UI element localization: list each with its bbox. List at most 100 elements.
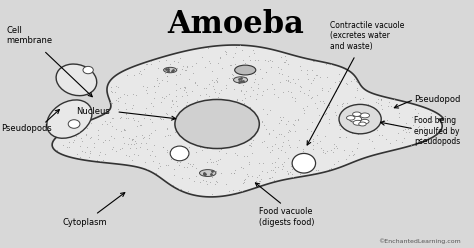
Point <box>163 127 171 131</box>
Point <box>129 137 137 141</box>
Point <box>258 76 265 80</box>
Point <box>175 187 183 191</box>
Point <box>231 151 239 155</box>
Point <box>283 123 290 126</box>
Point <box>132 93 139 97</box>
Point <box>107 89 114 93</box>
Point <box>289 77 296 81</box>
Point <box>214 158 222 162</box>
Point <box>328 166 335 170</box>
Point <box>239 128 247 132</box>
Point <box>65 140 73 144</box>
Point <box>323 75 330 79</box>
Point <box>272 170 279 174</box>
Point <box>96 159 103 163</box>
Point <box>318 86 325 90</box>
Point <box>124 116 132 120</box>
Point <box>277 118 284 122</box>
Point <box>251 128 258 132</box>
Point <box>259 93 266 97</box>
Point <box>237 106 245 110</box>
Point <box>309 139 317 143</box>
Point <box>137 123 144 127</box>
Ellipse shape <box>170 146 189 161</box>
Point <box>237 165 245 169</box>
Point <box>394 131 402 135</box>
Point <box>340 148 347 152</box>
Ellipse shape <box>339 104 381 134</box>
Point <box>263 112 271 116</box>
Point <box>189 162 197 166</box>
Point <box>200 86 208 90</box>
Point <box>231 52 239 56</box>
Point <box>189 133 197 137</box>
Point <box>230 133 238 137</box>
Point <box>75 130 82 134</box>
Point <box>334 85 341 89</box>
Point <box>241 61 248 65</box>
Point <box>180 164 188 168</box>
Point <box>240 155 247 158</box>
Point <box>255 86 262 90</box>
Point <box>180 85 188 89</box>
Point <box>272 135 280 139</box>
Point <box>121 128 129 132</box>
Point <box>364 102 372 106</box>
Point <box>112 98 119 102</box>
Point <box>128 158 136 162</box>
Point <box>176 86 184 90</box>
Point <box>208 108 215 112</box>
Point <box>175 163 182 167</box>
Point <box>297 85 305 89</box>
Point <box>268 168 275 172</box>
Point <box>137 123 145 127</box>
Point <box>97 150 104 154</box>
Point <box>53 148 61 152</box>
Point <box>116 116 123 120</box>
Point <box>87 149 94 153</box>
Point <box>87 121 94 125</box>
Text: Contractile vacuole
(excretes water
and waste): Contractile vacuole (excretes water and … <box>329 21 404 51</box>
Point <box>291 99 299 103</box>
Point <box>200 103 207 107</box>
Point <box>185 145 192 149</box>
Point <box>275 71 283 75</box>
Point <box>120 93 128 96</box>
Point <box>260 123 268 127</box>
Point <box>325 167 333 171</box>
Point <box>296 64 304 68</box>
Point <box>170 167 177 171</box>
Point <box>252 126 259 130</box>
Point <box>266 150 273 154</box>
Point <box>174 60 182 64</box>
Point <box>277 67 284 71</box>
Point <box>201 132 209 136</box>
Point <box>414 132 422 136</box>
Point <box>278 55 285 59</box>
Point <box>213 76 221 80</box>
Point <box>275 132 283 136</box>
Point <box>181 68 189 72</box>
Point <box>402 130 410 134</box>
Point <box>139 84 146 88</box>
Point <box>284 172 292 176</box>
Point <box>235 107 243 111</box>
Point <box>106 120 114 124</box>
Point <box>117 95 124 99</box>
Point <box>327 62 335 66</box>
Point <box>253 118 261 122</box>
Point <box>309 147 317 151</box>
Point <box>203 146 210 150</box>
Point <box>268 60 276 63</box>
Point <box>262 127 270 131</box>
Point <box>231 77 239 81</box>
Point <box>307 168 315 172</box>
Point <box>271 160 279 164</box>
Point <box>83 145 91 149</box>
Point <box>303 139 311 143</box>
Point <box>223 86 230 90</box>
Point <box>143 167 151 171</box>
Point <box>120 141 128 145</box>
Point <box>173 118 181 122</box>
Point <box>134 119 142 123</box>
